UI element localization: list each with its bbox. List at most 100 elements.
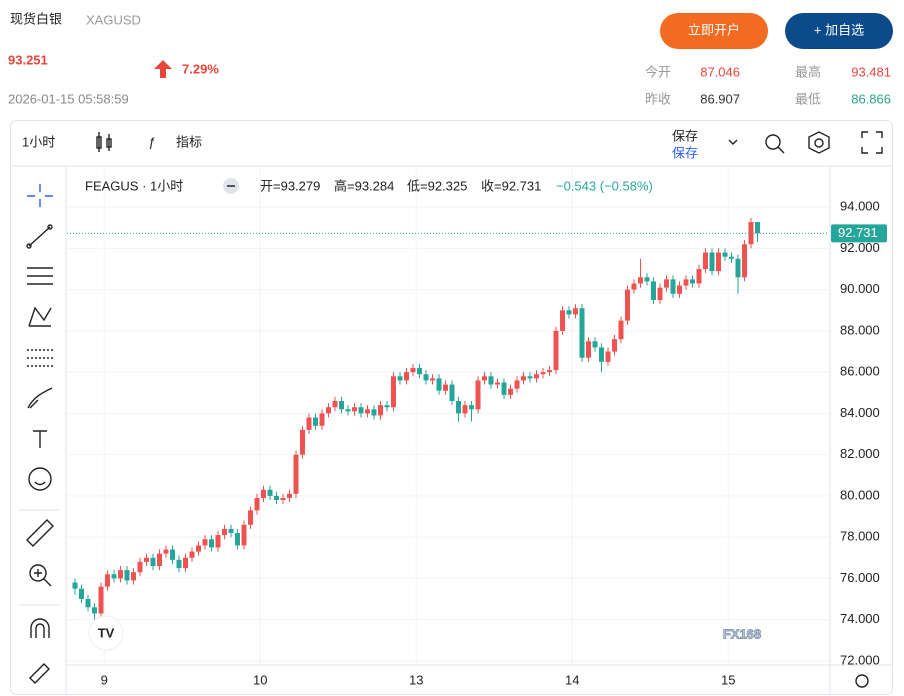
- candle-body: [163, 549, 169, 554]
- candle-body: [345, 409, 351, 412]
- candle-body: [391, 376, 396, 408]
- y-tick-label: 84.000: [840, 405, 880, 420]
- candle-body: [514, 380, 520, 389]
- y-tick-label: 88.000: [840, 322, 880, 337]
- legend-high: 高=93.284: [334, 178, 394, 193]
- x-tick-label: 9: [101, 672, 108, 687]
- candle-body: [638, 277, 643, 284]
- candle-body: [319, 413, 325, 426]
- up-arrow: [154, 60, 172, 78]
- candle-body: [137, 561, 143, 573]
- candle-body: [462, 405, 468, 414]
- candle-body: [742, 244, 747, 278]
- last-price-tag: [831, 224, 887, 243]
- watchlist-label[interactable]: + 加自选: [814, 22, 864, 37]
- candle-body: [79, 588, 84, 600]
- candle-body: [189, 551, 195, 558]
- candle-body: [358, 407, 364, 414]
- candle-body: [261, 489, 266, 498]
- candle-body: [378, 405, 383, 416]
- y-tick-label: 94.000: [840, 199, 880, 214]
- open-account-button[interactable]: [660, 13, 768, 49]
- candle-body: [332, 401, 338, 408]
- x-tick-label: 14: [565, 672, 579, 687]
- legend-change: −0.543 (−0.58%): [556, 178, 653, 193]
- candle-body: [670, 279, 676, 294]
- timestamp: 2026-01-15 05:58:59: [8, 91, 129, 106]
- interval[interactable]: 1小时: [22, 134, 55, 149]
- stat-label: 昨收: [645, 91, 671, 106]
- candle-body: [430, 378, 435, 381]
- y-tick-label: 76.000: [840, 570, 880, 585]
- candle-body: [196, 545, 201, 552]
- y-tick-label: 72.000: [840, 652, 880, 667]
- candle-body: [254, 497, 260, 511]
- stat-value: 87.046: [700, 64, 740, 79]
- candle-body: [625, 289, 630, 321]
- stat-value: 86.907: [700, 91, 740, 106]
- candle-body: [592, 341, 598, 348]
- save[interactable]: 保存: [672, 128, 698, 143]
- open-account-label[interactable]: 立即开户: [688, 22, 740, 37]
- candle-body: [690, 279, 695, 284]
- y-tick-label: 74.000: [840, 611, 880, 626]
- y-tick-label: 80.000: [840, 487, 880, 502]
- save-sub: 保存: [672, 145, 698, 160]
- candle-body: [183, 557, 188, 569]
- candle-body: [209, 539, 214, 548]
- candle-body: [644, 277, 650, 282]
- candle-body: [124, 570, 130, 581]
- candle-body: [144, 557, 149, 562]
- candle-body: [605, 351, 611, 362]
- legend-low: 低=92.325: [407, 178, 467, 193]
- candle-body: [488, 376, 494, 385]
- candle-body: [215, 535, 221, 548]
- candle-body: [579, 308, 585, 358]
- candle-body: [683, 279, 689, 286]
- candle-body: [404, 372, 409, 381]
- candle-body: [267, 489, 273, 496]
- fx-icon[interactable]: ƒ: [148, 134, 155, 149]
- x-tick-label: 15: [721, 672, 735, 687]
- candle-body: [612, 339, 617, 352]
- candle-type-icon[interactable]: [96, 132, 112, 152]
- watchlist-button[interactable]: [785, 13, 893, 49]
- toolbar-icons[interactable]: [765, 131, 883, 154]
- candle-body: [482, 376, 487, 381]
- candle-body: [631, 283, 637, 290]
- stat-label: 今开: [645, 64, 671, 79]
- candle-body: [423, 374, 429, 381]
- candle-body: [300, 429, 305, 455]
- candle-body: [722, 252, 728, 257]
- y-tick-label: 92.000: [840, 240, 880, 255]
- candle-body: [365, 409, 370, 414]
- save-dropdown[interactable]: [728, 139, 738, 145]
- candle-body: [469, 405, 474, 410]
- drawing-tools[interactable]: [26, 184, 54, 684]
- candle-body: [280, 497, 286, 501]
- candle-body: [326, 407, 331, 414]
- candle-body: [456, 401, 461, 414]
- candle-body: [287, 493, 292, 498]
- candle-body: [248, 510, 253, 525]
- candle-body: [716, 252, 721, 272]
- candle-body: [553, 330, 559, 371]
- candle-body: [274, 495, 279, 501]
- candle-body: [547, 370, 552, 373]
- candle-body: [664, 279, 669, 288]
- candle-body: [313, 417, 318, 426]
- price: 93.251: [8, 52, 48, 67]
- candle-body: [618, 320, 624, 340]
- candle-body: [85, 599, 91, 608]
- settings-icon[interactable]: [855, 674, 869, 688]
- indicators[interactable]: 指标: [176, 134, 202, 149]
- candle-body: [306, 417, 312, 430]
- candle-body: [397, 376, 403, 381]
- candle-body: [150, 557, 156, 567]
- candle-body: [228, 528, 234, 534]
- stat-label: 最低: [795, 91, 821, 106]
- candle-body: [202, 539, 208, 546]
- candle-body: [521, 376, 526, 381]
- candle-body: [241, 524, 247, 546]
